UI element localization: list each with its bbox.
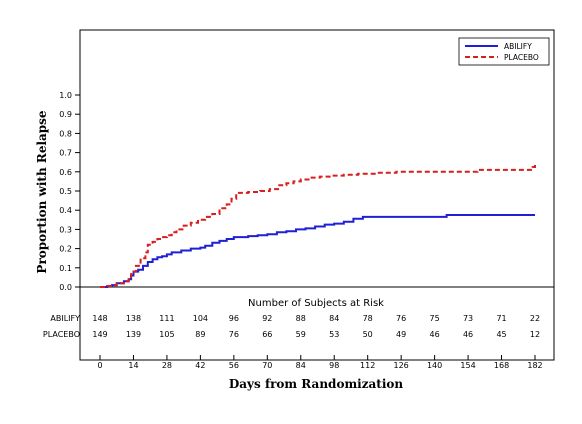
y-tick-label: 0.4 — [59, 206, 72, 215]
risk-cell: 148 — [92, 314, 107, 323]
y-axis: 0.0 0.1 0.2 0.3 0.4 0.5 0.6 0.7 0.8 0.9 1.0 — [59, 91, 80, 292]
legend: ABILIFY PLACEBO — [458, 37, 550, 66]
x-tick-label: 56 — [229, 361, 239, 370]
risk-table-title: Number of Subjects at Risk — [248, 298, 384, 309]
risk-cell: 49 — [396, 330, 406, 339]
x-tick-label: 140 — [427, 361, 442, 370]
risk-cell: 66 — [262, 330, 272, 339]
risk-cell: 76 — [396, 314, 406, 323]
risk-cell: 104 — [193, 314, 208, 323]
x-tick-label: 168 — [494, 361, 509, 370]
risk-cell: 96 — [229, 314, 239, 323]
risk-row-label: ABILIFY — [50, 314, 80, 323]
risk-cell: 78 — [363, 314, 373, 323]
risk-cell: 53 — [329, 330, 339, 339]
risk-row-label: PLACEBO — [43, 330, 80, 339]
x-tick-label: 70 — [262, 361, 272, 370]
risk-cell: 22 — [530, 314, 540, 323]
series-layer — [100, 164, 536, 288]
x-tick-label: 98 — [329, 361, 339, 370]
risk-cell: 73 — [463, 314, 473, 323]
x-tick-label: 28 — [162, 361, 172, 370]
y-tick-label: 0.3 — [59, 225, 72, 234]
risk-cell: 50 — [363, 330, 373, 339]
x-axis: 0 14 28 42 56 70 84 98 112 126 140 154 168 182 — [97, 355, 543, 370]
risk-cell: 92 — [262, 314, 272, 323]
x-tick-label: 14 — [128, 361, 138, 370]
risk-cell: 71 — [496, 314, 506, 323]
legend-box — [458, 37, 550, 66]
x-tick-label: 0 — [97, 361, 102, 370]
x-tick-label: 126 — [394, 361, 409, 370]
series-line-abilify — [100, 214, 535, 288]
x-tick-label: 42 — [195, 361, 205, 370]
x-tick-label: 84 — [296, 361, 306, 370]
risk-cell: 138 — [126, 314, 141, 323]
risk-cell: 84 — [329, 314, 339, 323]
y-tick-label: 0.7 — [59, 149, 72, 158]
risk-cell: 76 — [229, 330, 239, 339]
risk-cell: 12 — [530, 330, 540, 339]
y-tick-label: 0.8 — [59, 129, 72, 138]
risk-cell: 88 — [296, 314, 306, 323]
x-tick-label: 154 — [460, 361, 475, 370]
risk-table: ABILIFY 148 138 111 104 96 92 88 84 78 76 75 73 71 22 P… — [43, 314, 540, 339]
risk-cell: 46 — [430, 330, 440, 339]
y-tick-label: 0.6 — [59, 168, 72, 177]
risk-cell: 89 — [195, 330, 205, 339]
legend-label-placebo: PLACEBO — [504, 53, 539, 62]
y-tick-label: 0.0 — [59, 283, 72, 292]
series-line-placebo — [100, 164, 536, 288]
risk-cell: 149 — [92, 330, 107, 339]
y-tick-label: 0.5 — [59, 187, 72, 196]
x-axis-title: Days from Randomization — [229, 377, 404, 391]
risk-cell: 45 — [496, 330, 506, 339]
legend-label-abilify: ABILIFY — [504, 42, 532, 51]
x-tick-label: 112 — [360, 361, 375, 370]
y-tick-label: 0.9 — [59, 110, 72, 119]
risk-cell: 111 — [159, 314, 174, 323]
risk-cell: 139 — [126, 330, 141, 339]
risk-cell: 59 — [296, 330, 306, 339]
y-tick-label: 1.0 — [59, 91, 72, 100]
y-axis-title: Proportion with Relapse — [35, 110, 49, 273]
y-tick-label: 0.2 — [59, 245, 72, 254]
risk-cell: 46 — [463, 330, 473, 339]
y-tick-label: 0.1 — [59, 264, 72, 273]
plot-frame — [79, 29, 555, 361]
x-tick-label: 182 — [527, 361, 542, 370]
risk-cell: 105 — [159, 330, 174, 339]
risk-cell: 75 — [430, 314, 440, 323]
